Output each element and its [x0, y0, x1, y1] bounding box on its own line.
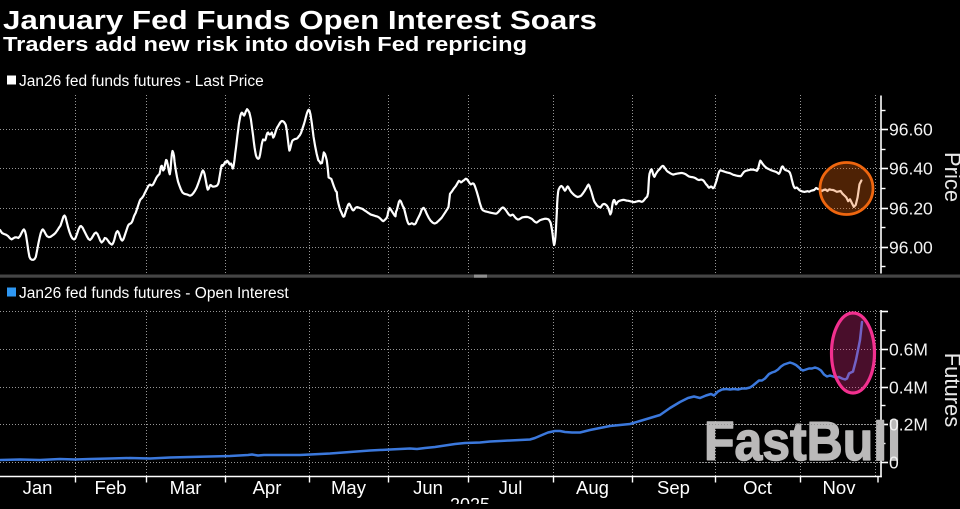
svg-text:Traders add new risk into dovi: Traders add new risk into dovish Fed rep… [3, 34, 527, 56]
svg-text:0.4M: 0.4M [889, 378, 928, 398]
svg-text:Apr: Apr [253, 477, 282, 498]
svg-text:Jul: Jul [499, 477, 523, 498]
svg-text:Jun: Jun [413, 477, 443, 498]
svg-text:Oct: Oct [743, 477, 772, 498]
svg-text:96.00: 96.00 [889, 238, 933, 258]
svg-text:96.60: 96.60 [889, 120, 933, 140]
svg-text:96.40: 96.40 [889, 159, 933, 179]
svg-text:2025: 2025 [450, 495, 490, 504]
svg-text:Mar: Mar [170, 477, 202, 498]
svg-text:0.2M: 0.2M [889, 415, 928, 435]
svg-text:Jan: Jan [23, 477, 53, 498]
svg-text:Jan26 fed funds futures - Open: Jan26 fed funds futures - Open Interest [19, 285, 289, 302]
svg-text:Price: Price [940, 152, 960, 202]
svg-text:0: 0 [889, 453, 899, 473]
svg-text:Futures: Futures [940, 353, 960, 428]
svg-text:January Fed Funds Open Interes: January Fed Funds Open Interest Soars [3, 7, 597, 35]
svg-text:0.6M: 0.6M [889, 340, 928, 360]
svg-text:Feb: Feb [95, 477, 127, 498]
svg-text:Aug: Aug [576, 477, 609, 498]
svg-text:Sep: Sep [657, 477, 690, 498]
svg-text:Jan26 fed funds futures - Last: Jan26 fed funds futures - Last Price [19, 73, 264, 90]
svg-text:Nov: Nov [823, 477, 857, 498]
svg-text:96.20: 96.20 [889, 199, 933, 219]
svg-text:May: May [331, 477, 367, 498]
